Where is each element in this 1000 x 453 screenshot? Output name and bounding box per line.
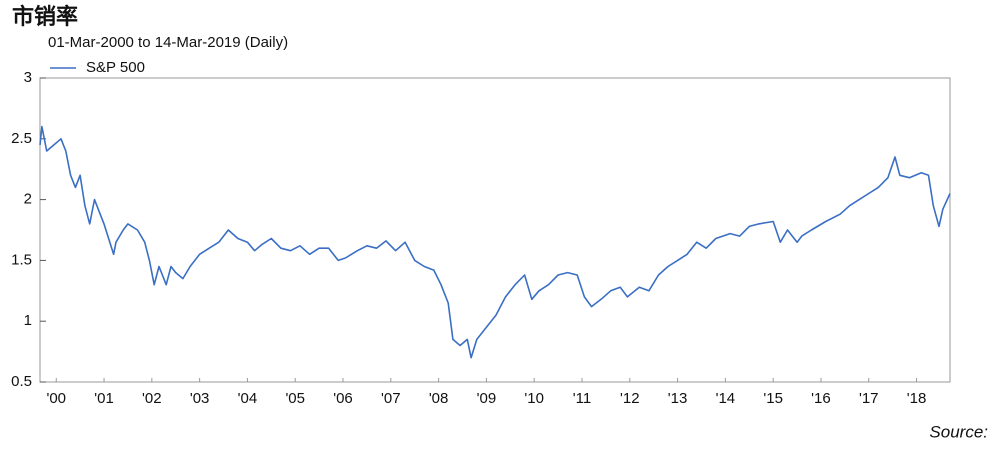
x-tick-label: '01 [94, 390, 114, 407]
chart-title: 市销率 [12, 4, 78, 29]
x-tick-label: '03 [190, 390, 210, 407]
x-tick-label: '15 [763, 390, 783, 407]
x-tick-label: '17 [859, 390, 879, 407]
x-tick-label: '13 [668, 390, 688, 407]
x-tick-label: '18 [907, 390, 927, 407]
y-tick-label: 2 [24, 191, 32, 208]
y-tick-label: 0.5 [11, 373, 32, 390]
series-line [39, 125, 951, 359]
y-tick-label: 1.5 [11, 251, 32, 268]
chart-subtitle: 01-Mar-2000 to 14-Mar-2019 (Daily) [48, 34, 288, 51]
x-tick-label: '08 [429, 390, 449, 407]
x-tick-label: '07 [381, 390, 401, 407]
x-tick-label: '09 [477, 390, 497, 407]
x-tick-label: '05 [285, 390, 305, 407]
x-tick-label: '06 [333, 390, 353, 407]
x-tick-label: '04 [238, 390, 258, 407]
legend-label: S&P 500 [86, 59, 145, 76]
x-tick-label: '10 [524, 390, 544, 407]
x-tick-label: '12 [620, 390, 640, 407]
y-tick-label: 1 [24, 312, 32, 329]
x-tick-label: '14 [716, 390, 736, 407]
x-tick-label: '02 [142, 390, 162, 407]
x-tick-label: '11 [573, 390, 591, 407]
x-tick-label: '00 [46, 390, 66, 407]
y-tick-label: 2.5 [11, 130, 32, 147]
source-note: Source: [929, 422, 988, 441]
x-tick-label: '16 [811, 390, 831, 407]
y-tick-label: 3 [24, 69, 32, 86]
plot-frame [39, 77, 951, 383]
